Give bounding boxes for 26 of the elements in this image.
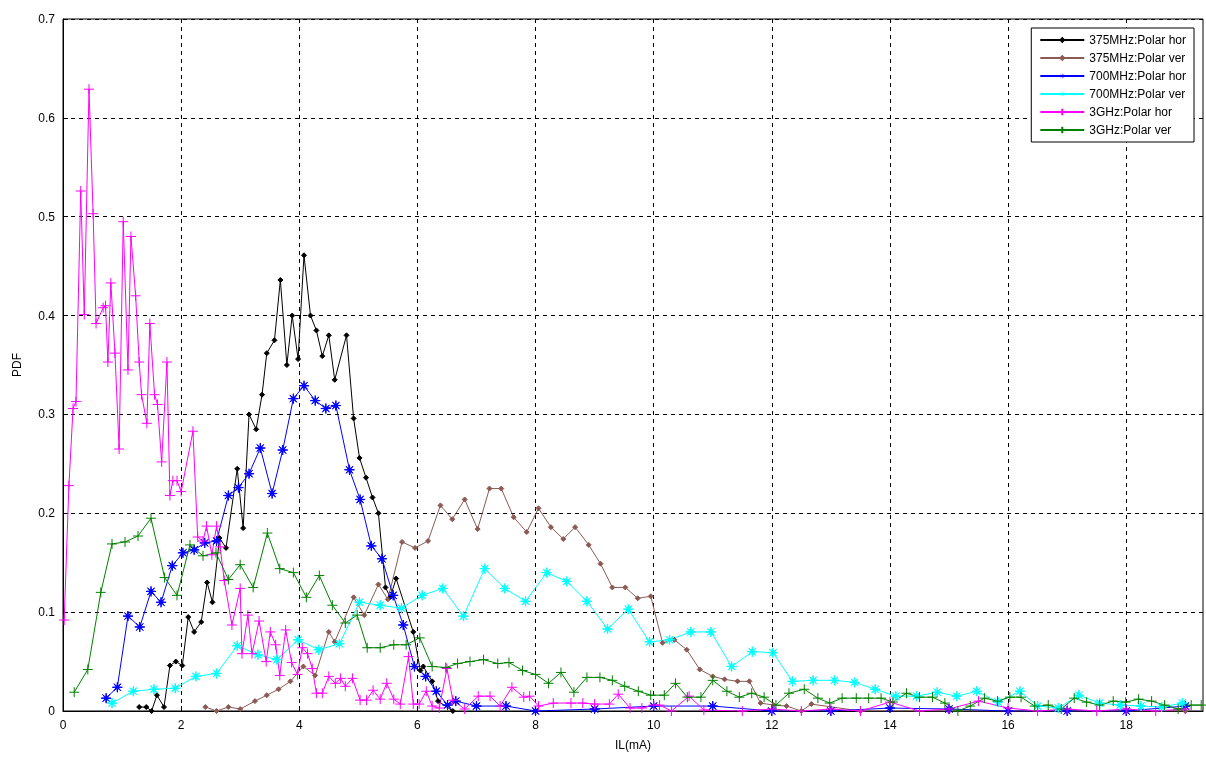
legend-label: 700MHz:Polar ver [1089, 87, 1186, 101]
x-tick-label: 16 [1001, 718, 1016, 732]
x-tick-label: 0 [59, 718, 67, 732]
y-tick-label: 0.1 [38, 605, 56, 620]
y-tick-label: 0 [48, 704, 56, 718]
x-tick-label: 8 [532, 718, 540, 732]
legend-label: 3GHz:Polar hor [1089, 105, 1172, 119]
x-axis-title: IL(mA) [615, 738, 651, 752]
y-tick-label: 0.3 [38, 407, 56, 422]
y-tick-label: 0.7 [38, 12, 56, 26]
y-tick-label: 0.2 [38, 506, 56, 521]
x-tick-label: 12 [765, 718, 779, 732]
x-tick-label: 4 [295, 718, 303, 732]
legend-label: 700MHz:Polar hor [1089, 69, 1187, 83]
legend-label: 3GHz:Polar ver [1089, 123, 1172, 137]
legend-label: 375MHz:Polar ver [1089, 51, 1186, 65]
x-tick-label: 6 [414, 718, 422, 732]
y-tick-label: 0.4 [38, 308, 56, 323]
y-tick-label: 0.5 [38, 209, 56, 224]
y-axis-title: PDF [10, 353, 24, 377]
x-tick-label: 10 [646, 718, 661, 732]
x-tick-label: 2 [177, 718, 185, 732]
y-tick-label: 0.6 [38, 110, 56, 125]
x-tick-label: 18 [1119, 718, 1134, 732]
legend-label: 375MHz:Polar hor [1089, 33, 1187, 47]
x-tick-label: 14 [883, 718, 897, 732]
